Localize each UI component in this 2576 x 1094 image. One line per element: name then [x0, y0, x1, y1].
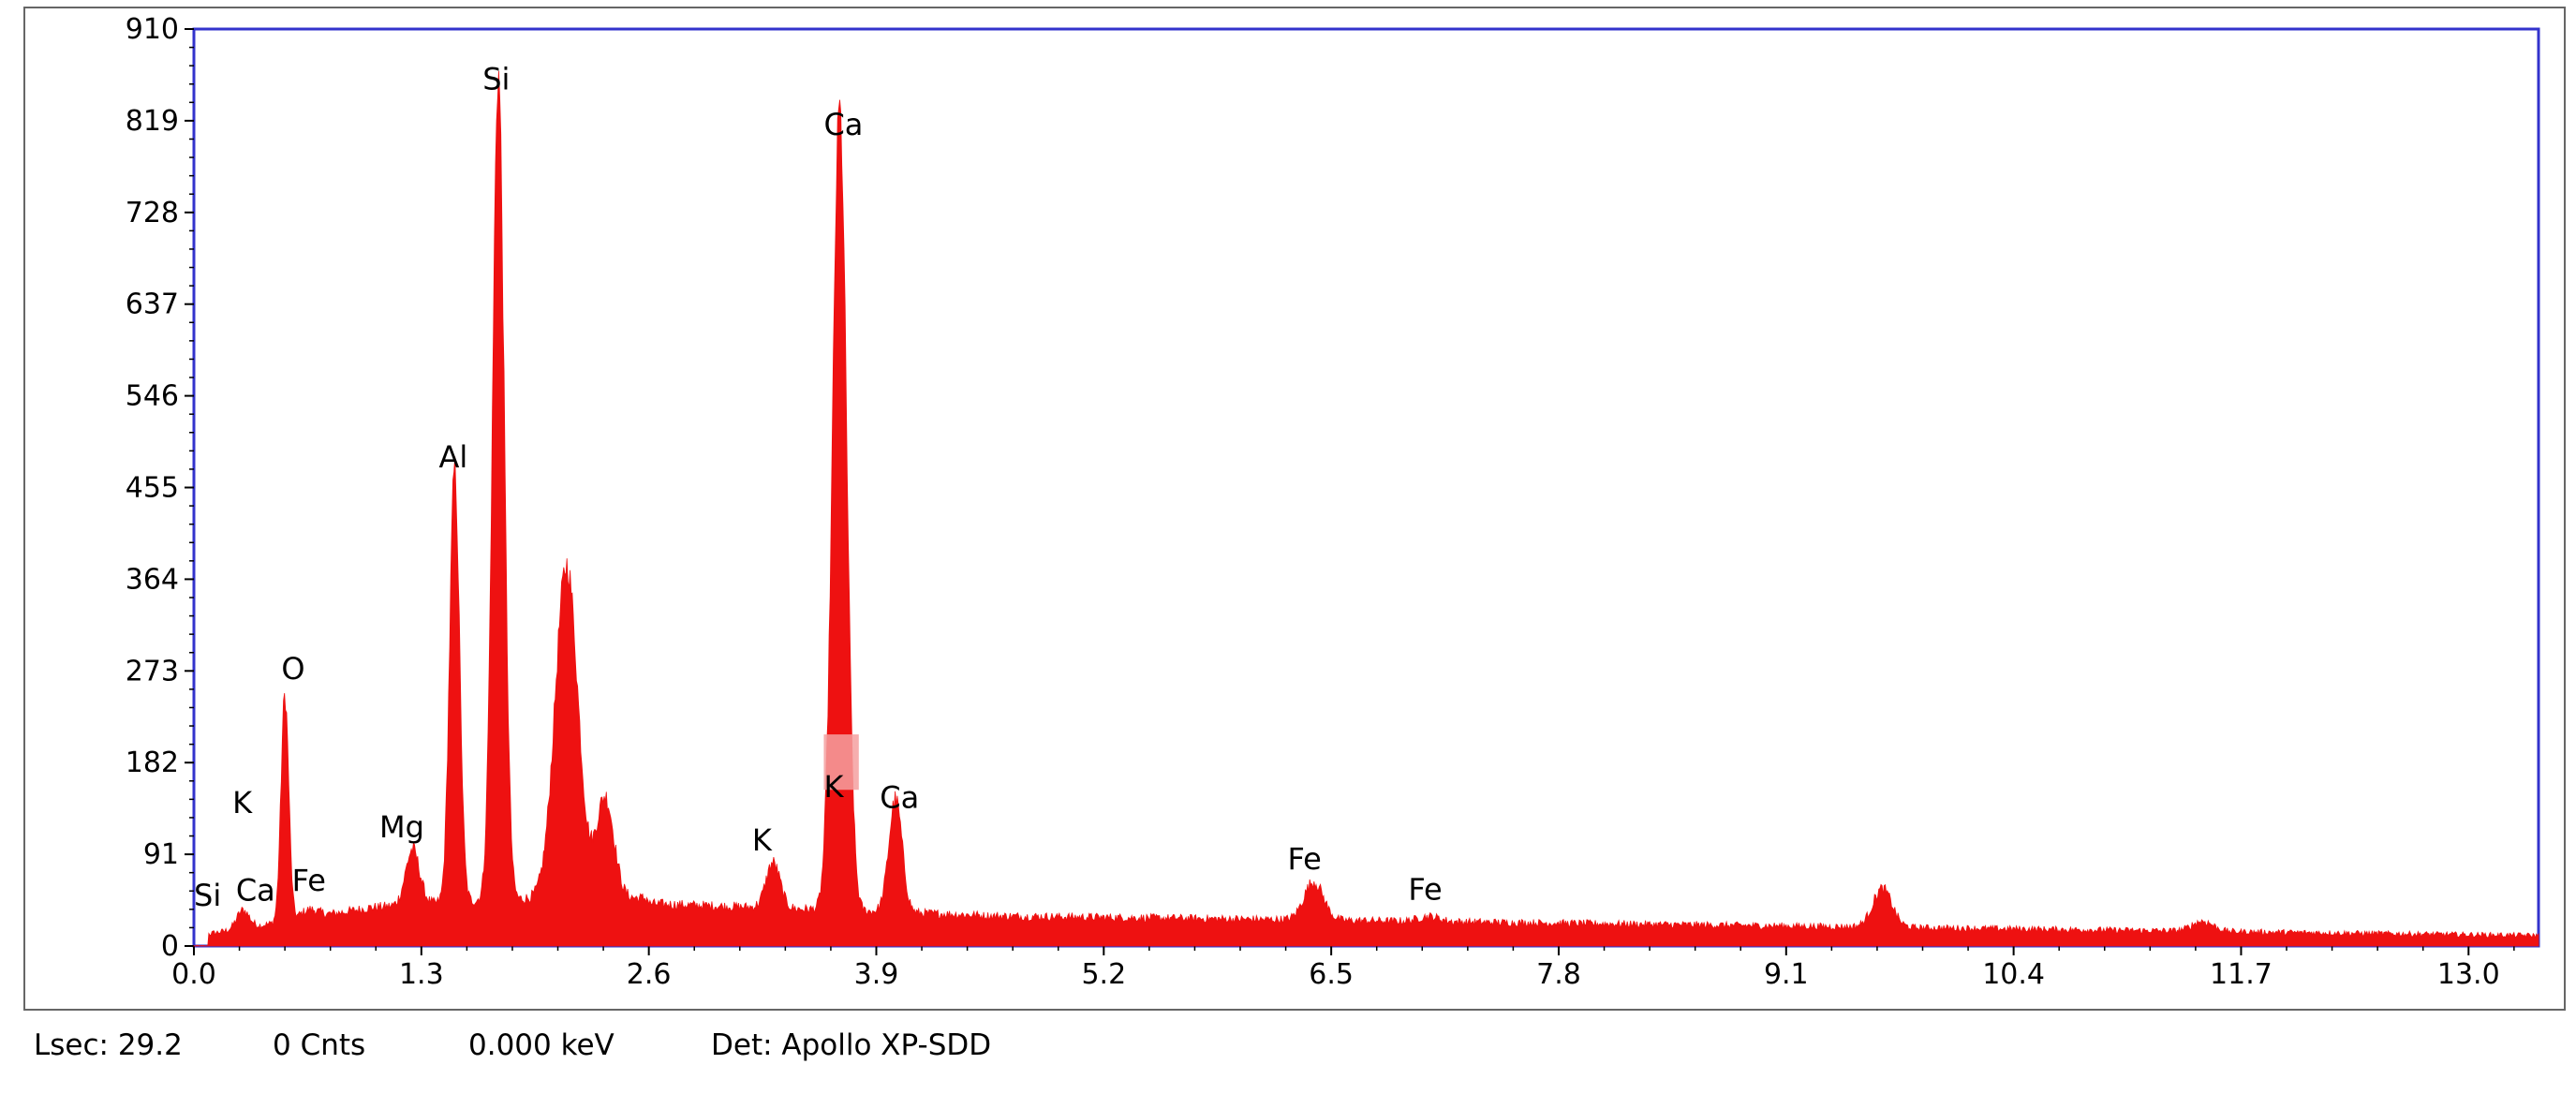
x-tick-label: 5.2: [1081, 958, 1126, 991]
plot-area-frame: [192, 27, 2540, 948]
spectrum-area: [193, 70, 2539, 947]
y-tick-label: 910: [126, 13, 179, 46]
highlight-layer: [823, 734, 859, 791]
x-tick-label: 2.6: [627, 958, 672, 991]
y-tick-label: 819: [126, 105, 179, 138]
peak-label-k: K: [823, 769, 844, 805]
x-tick-label: 9.1: [1764, 958, 1809, 991]
peak-label-si: Si: [194, 878, 221, 913]
energy-readout: 0.000 keV: [468, 1028, 614, 1062]
y-axis-tick-labels: 0 91 182 273 364 455 546 637 728 819 910: [126, 13, 179, 963]
axis-ticks: [185, 28, 2515, 955]
peak-label-o: O: [281, 651, 304, 687]
peak-labels: Si Ca K O Fe Mg Al Si Ca K Ca K Fe Fe: [194, 62, 1443, 913]
detector-readout: Det: Apollo XP-SDD: [711, 1028, 992, 1062]
peak-label-fe: Fe: [292, 863, 326, 898]
y-tick-label: 455: [126, 472, 179, 505]
x-tick-label: 10.4: [1982, 958, 2045, 991]
x-tick-label: 11.7: [2210, 958, 2273, 991]
lsec-readout: Lsec: 29.2: [34, 1028, 183, 1062]
counts-readout: 0 Cnts: [273, 1028, 366, 1062]
peak-label-ca: Ca: [236, 873, 275, 909]
x-axis-tick-labels: 0.0 1.3 2.6 3.9 5.2 6.5 7.8 9.1 10.4 11.7 13.0: [171, 958, 2500, 991]
peak-label-al: Al: [439, 439, 468, 475]
y-tick-label: 546: [126, 380, 179, 413]
y-tick-label: 182: [126, 747, 179, 779]
x-tick-label: 6.5: [1309, 958, 1354, 991]
spectrum-layer: [193, 70, 2539, 947]
peak-label-k: K: [752, 822, 773, 858]
peak-label-fe: Fe: [1408, 872, 1442, 908]
peak-label-si: Si: [482, 62, 510, 97]
x-tick-label: 13.0: [2437, 958, 2500, 991]
y-tick-label: 364: [126, 563, 179, 596]
peak-label-fe: Fe: [1287, 841, 1321, 877]
y-tick-label: 637: [126, 288, 179, 321]
peak-label-ca: Ca: [823, 107, 863, 142]
peak-label-k: K: [232, 785, 253, 820]
x-tick-label: 0.0: [171, 958, 216, 991]
k-line-marker: [823, 734, 859, 791]
x-tick-label: 7.8: [1536, 958, 1581, 991]
peak-label-mg: Mg: [379, 809, 424, 845]
peak-label-ca: Ca: [880, 780, 919, 816]
x-tick-label: 1.3: [399, 958, 444, 991]
eds-spectrum-chart: 0 91 182 273 364 455 546 637 728 819 910 0.0 1.3 2.6…: [23, 7, 2566, 1011]
y-tick-label: 728: [126, 197, 179, 229]
y-tick-label: 91: [143, 838, 179, 871]
y-tick-label: 273: [126, 655, 179, 687]
x-tick-label: 3.9: [854, 958, 899, 991]
y-tick-label: 0: [161, 930, 179, 963]
